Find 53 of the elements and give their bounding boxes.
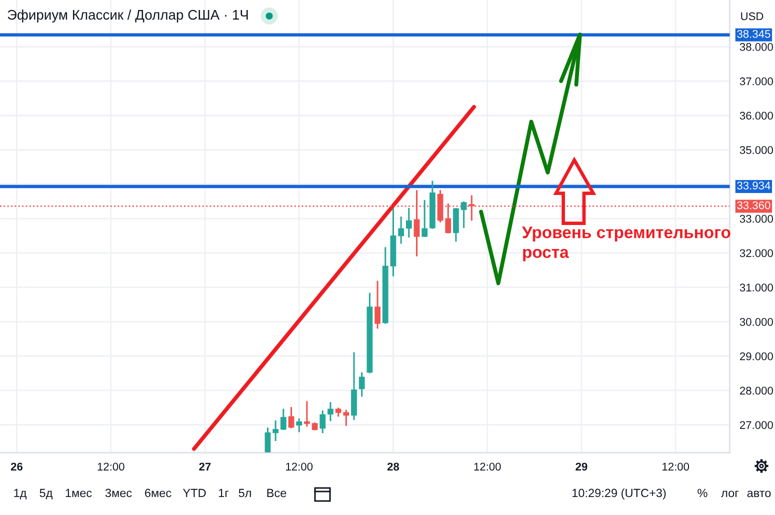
candlestick: [320, 410, 326, 434]
text: 5л: [238, 488, 251, 498]
text: лог: [721, 490, 739, 498]
ref-line-label: 38.345: [737, 30, 770, 38]
y-tick-label: 32.000: [740, 249, 773, 258]
ref-line-label: 33.360: [737, 201, 770, 210]
candlestick: [398, 216, 404, 244]
text: 1г: [218, 488, 229, 498]
x-tick-label: 12:00: [286, 462, 313, 471]
text: 5д: [40, 488, 53, 500]
text: Эфириум Классик / Доллар США · 1Ч: [8, 10, 248, 22]
y-tick-label: 31.000: [740, 284, 773, 292]
candlestick: [264, 426, 271, 453]
x-tick-label: 12:00: [662, 462, 690, 471]
x-tick-label: 28: [387, 462, 400, 471]
y-tick-label: 29.000: [740, 352, 773, 360]
y-tick-label: 37.000: [740, 77, 773, 86]
text: YTD: [182, 488, 206, 498]
y-tick-label: 28.000: [740, 386, 773, 395]
candlestick: [406, 207, 412, 238]
y-tick-label: 33.000: [740, 214, 773, 223]
candlestick: [288, 406, 294, 430]
candlestick: [460, 200, 467, 229]
ref-line-label: 33.934: [737, 182, 770, 190]
y-tick-label: 36.000: [740, 112, 773, 120]
x-tick-label: 29: [576, 462, 588, 471]
candlestick: [422, 199, 428, 238]
candlestick: [414, 189, 420, 258]
y-tick-label: 38.000: [740, 43, 773, 51]
text: авто: [747, 490, 771, 498]
text: 1д: [14, 488, 27, 500]
candlestick: [374, 280, 380, 330]
y-tick-label: 27.000: [740, 421, 773, 429]
x-tick-label: 27: [199, 462, 211, 470]
x-tick-label: 12:00: [98, 462, 124, 471]
y-tick-label: 30.000: [740, 318, 773, 326]
x-tick-label: 26: [10, 462, 23, 471]
y-tick-label: 35.000: [740, 146, 773, 154]
candlestick: [358, 372, 365, 398]
text: 6мес: [145, 488, 172, 498]
candlestick: [304, 400, 310, 428]
candlestick: [272, 420, 279, 442]
y-axis-title: USD: [741, 12, 764, 20]
candlestick: [296, 418, 302, 433]
candlestick: [280, 408, 286, 431]
x-tick-label: 12:00: [474, 462, 501, 471]
text: 10:29:29 (UTC+3): [572, 488, 666, 500]
candlestick: [328, 401, 334, 422]
text: %: [698, 488, 708, 498]
text: Все: [267, 488, 286, 498]
text: 1мес: [66, 488, 92, 498]
annotation: Уровень стремительного роста: [522, 226, 730, 262]
text: 3мес: [105, 488, 132, 498]
